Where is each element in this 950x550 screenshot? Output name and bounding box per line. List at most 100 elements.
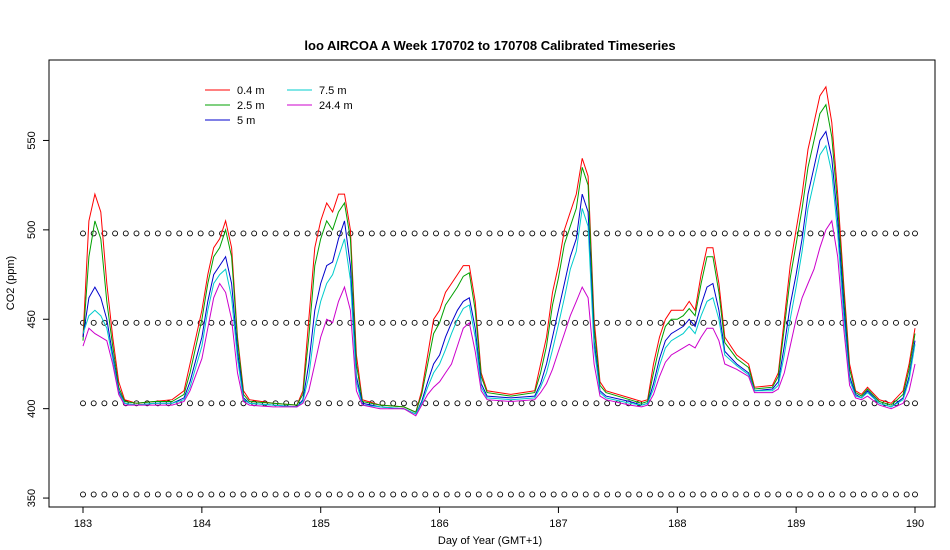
marker-point xyxy=(240,491,247,498)
marker-point xyxy=(422,491,429,498)
marker-point xyxy=(229,400,236,407)
marker-point xyxy=(368,319,375,326)
marker-point xyxy=(251,230,258,237)
plot-frame xyxy=(48,59,936,508)
marker-point xyxy=(422,319,429,326)
marker-point xyxy=(604,491,611,498)
marker-point xyxy=(465,491,472,498)
marker-point xyxy=(550,230,557,237)
marker-point xyxy=(668,491,675,498)
marker-point xyxy=(903,400,910,407)
marker-point xyxy=(101,400,108,407)
marker-point xyxy=(775,400,782,407)
marker-point xyxy=(711,491,718,498)
marker-point xyxy=(743,491,750,498)
y-tick-label: 500 xyxy=(26,221,38,239)
marker-point xyxy=(828,491,835,498)
x-tick-label: 186 xyxy=(430,518,448,530)
marker-point xyxy=(614,319,621,326)
marker-point xyxy=(187,230,193,237)
marker-point xyxy=(582,400,589,407)
marker-point xyxy=(828,319,835,326)
marker-point xyxy=(679,491,685,498)
marker-point xyxy=(893,491,899,498)
legend-label: 0.4 m xyxy=(237,85,265,97)
marker-point xyxy=(871,491,878,498)
marker-point xyxy=(272,491,279,498)
marker-point xyxy=(786,491,792,498)
marker-point xyxy=(229,230,236,237)
marker-point xyxy=(796,230,803,237)
marker-point xyxy=(326,491,332,498)
marker-point xyxy=(903,230,910,237)
marker-point xyxy=(486,400,493,407)
marker-point xyxy=(860,491,867,498)
legend-label: 5 m xyxy=(237,115,255,127)
marker-point xyxy=(358,319,365,326)
marker-point xyxy=(165,491,172,498)
x-axis-label: Day of Year (GMT+1) xyxy=(438,535,542,547)
marker-point xyxy=(711,400,718,407)
marker-point xyxy=(122,319,129,326)
marker-point xyxy=(90,400,97,407)
marker-point xyxy=(743,400,750,407)
marker-point xyxy=(860,400,867,407)
legend: 0.4 m 2.5 m 5 m 7.5 m 24.4 m xyxy=(205,85,353,127)
marker-point xyxy=(187,319,193,326)
marker-point xyxy=(411,491,418,498)
marker-point xyxy=(657,319,664,326)
marker-point xyxy=(283,491,290,498)
marker-point xyxy=(390,319,397,326)
marker-point xyxy=(625,230,632,237)
marker-point xyxy=(657,230,664,237)
marker-point xyxy=(326,230,332,237)
marker-point xyxy=(839,400,846,407)
marker-point xyxy=(572,319,579,326)
marker-point xyxy=(187,400,193,407)
marker-point xyxy=(721,230,728,237)
marker-point xyxy=(753,319,760,326)
marker-point xyxy=(796,400,803,407)
marker-point xyxy=(293,230,300,237)
marker-point xyxy=(379,400,386,407)
marker-point xyxy=(721,491,728,498)
marker-point xyxy=(753,400,760,407)
marker-point xyxy=(112,319,119,326)
marker-point xyxy=(507,491,514,498)
marker-point xyxy=(818,319,825,326)
marker-point xyxy=(636,319,643,326)
marker-point xyxy=(454,230,461,237)
marker-point xyxy=(732,400,739,407)
marker-point xyxy=(561,319,568,326)
marker-point xyxy=(871,319,878,326)
marker-point xyxy=(807,491,814,498)
marker-point xyxy=(775,491,782,498)
x-axis: 183 184 185 186 187 188 189 190 xyxy=(74,507,924,530)
marker-point xyxy=(764,400,771,407)
marker-point xyxy=(507,400,514,407)
x-tick-label: 189 xyxy=(787,518,805,530)
marker-point xyxy=(304,400,311,407)
marker-point xyxy=(743,319,750,326)
marker-point xyxy=(208,491,215,498)
marker-point xyxy=(411,230,418,237)
marker-point xyxy=(465,230,472,237)
marker-point xyxy=(561,400,568,407)
marker-point xyxy=(700,491,707,498)
marker-point xyxy=(261,491,268,498)
marker-point xyxy=(529,491,536,498)
marker-point xyxy=(112,400,119,407)
marker-point xyxy=(775,230,782,237)
marker-point xyxy=(497,491,504,498)
marker-point xyxy=(679,400,685,407)
marker-point xyxy=(379,491,386,498)
series-line-24-4-m xyxy=(82,219,916,417)
marker-point xyxy=(604,400,611,407)
marker-point xyxy=(358,491,365,498)
marker-point xyxy=(850,491,857,498)
marker-point xyxy=(293,319,300,326)
marker-point xyxy=(229,491,236,498)
marker-point xyxy=(732,319,739,326)
marker-point xyxy=(443,400,450,407)
marker-point xyxy=(400,491,407,498)
